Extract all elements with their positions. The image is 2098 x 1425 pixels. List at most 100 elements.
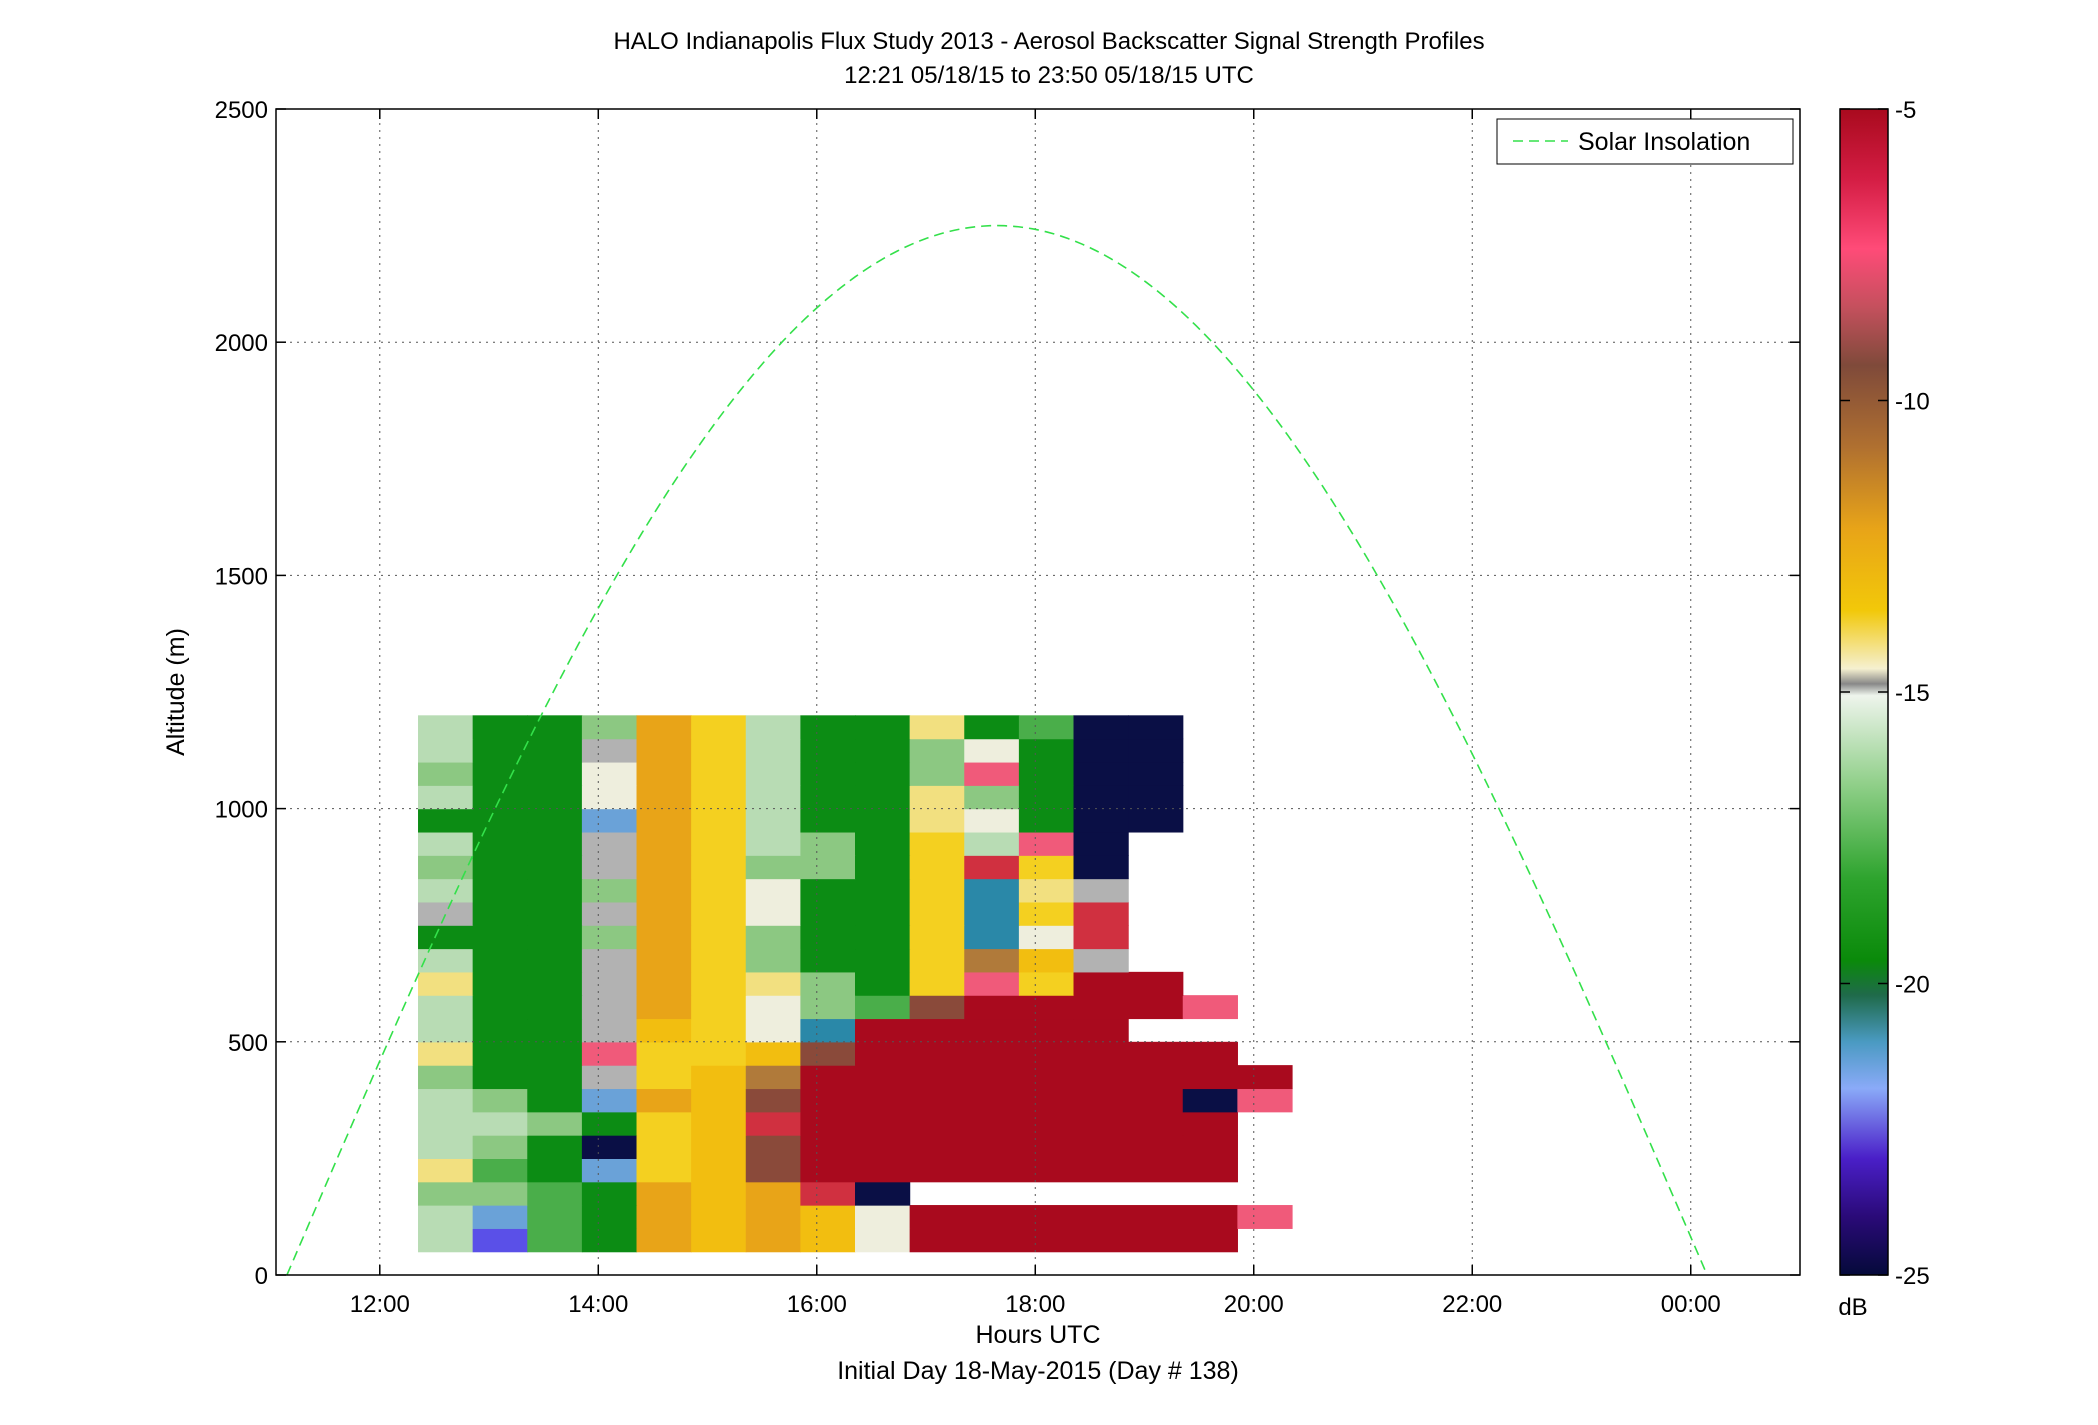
heatmap-cell bbox=[581, 761, 638, 786]
heatmap-cell bbox=[800, 738, 856, 763]
heatmap-cell bbox=[1128, 785, 1184, 810]
heatmap-cell bbox=[800, 995, 856, 1020]
heatmap-cell bbox=[418, 948, 474, 973]
heatmap-cell bbox=[1018, 971, 1075, 996]
heatmap-cell bbox=[472, 1205, 528, 1229]
colorbar-tick-label: -10 bbox=[1895, 389, 1930, 416]
heatmap-cell bbox=[1073, 808, 1129, 833]
heatmap-cell bbox=[472, 855, 528, 880]
heatmap-cell bbox=[909, 901, 965, 926]
heatmap-cell bbox=[581, 738, 638, 763]
heatmap-cell bbox=[527, 1018, 583, 1043]
heatmap-cell bbox=[964, 878, 1020, 903]
heatmap-cell bbox=[527, 761, 583, 786]
heatmap-cell bbox=[691, 878, 747, 903]
heatmap-cell bbox=[418, 808, 474, 833]
heatmap-cell bbox=[418, 1041, 474, 1066]
heatmap-cell bbox=[964, 855, 1020, 880]
heatmap-cell bbox=[1073, 948, 1129, 973]
heatmap-cell bbox=[909, 971, 965, 996]
heatmap-cell bbox=[691, 785, 747, 810]
heatmap-cell bbox=[472, 971, 528, 996]
heatmap-cell bbox=[418, 1205, 474, 1229]
heatmap-cell bbox=[527, 995, 583, 1020]
heatmap-cell bbox=[636, 1205, 692, 1229]
heatmap-cell bbox=[1073, 715, 1129, 740]
heatmap-cell bbox=[636, 1135, 692, 1159]
heatmap-cell bbox=[855, 715, 911, 740]
heatmap-cell bbox=[855, 738, 911, 763]
heatmap-cell bbox=[418, 1228, 474, 1253]
heatmap-cell bbox=[636, 715, 692, 740]
heatmap-cell bbox=[636, 831, 692, 856]
colorbar-tick-label: -25 bbox=[1895, 1263, 1930, 1290]
heatmap-cell bbox=[745, 925, 801, 950]
heatmap-cell bbox=[964, 831, 1020, 856]
heatmap-cell bbox=[745, 715, 801, 740]
heatmap-cell bbox=[581, 901, 638, 926]
heatmap-cell bbox=[964, 715, 1020, 740]
heatmap-cell bbox=[472, 878, 528, 903]
y-tick-label: 500 bbox=[228, 1030, 268, 1057]
heatmap-cell bbox=[527, 1228, 583, 1253]
heatmap-cell bbox=[527, 715, 583, 740]
chart-subtitle: 12:21 05/18/15 to 23:50 05/18/15 UTC bbox=[844, 62, 1254, 89]
heatmap-cell bbox=[581, 1088, 638, 1113]
heatmap-cell bbox=[855, 1041, 1184, 1066]
heatmap-cell bbox=[909, 855, 965, 880]
heatmap-cell bbox=[527, 1088, 583, 1113]
heatmap-cell bbox=[472, 1018, 528, 1043]
heatmap-cell bbox=[527, 1205, 583, 1229]
heatmap-cell bbox=[800, 715, 856, 740]
heatmap-cell bbox=[581, 785, 638, 810]
colorbar-tick-label: -5 bbox=[1895, 97, 1916, 124]
legend-entry-solar: Solar Insolation bbox=[1578, 128, 1750, 156]
heatmap-cell bbox=[800, 1228, 856, 1253]
heatmap-cell bbox=[691, 808, 747, 833]
heatmap-cell bbox=[581, 1228, 638, 1253]
heatmap-cell bbox=[1018, 738, 1075, 763]
heatmap-cell bbox=[527, 855, 583, 880]
heatmap-cell bbox=[527, 1041, 583, 1066]
heatmap-cell bbox=[800, 878, 856, 903]
heatmap-cell bbox=[1018, 808, 1075, 833]
heatmap-cell bbox=[472, 785, 528, 810]
heatmap-cell bbox=[909, 948, 965, 973]
heatmap-cell bbox=[636, 1111, 692, 1136]
heatmap-cell bbox=[855, 971, 911, 996]
y-tick-label: 1000 bbox=[215, 797, 268, 824]
solar-insolation-line bbox=[286, 224, 1708, 1276]
heatmap-cell bbox=[691, 1181, 747, 1206]
heatmap-cell bbox=[855, 761, 911, 786]
heatmap-cell bbox=[1128, 738, 1184, 763]
heatmap-cell bbox=[636, 995, 692, 1020]
heatmap-cell bbox=[581, 808, 638, 833]
heatmap-cell bbox=[800, 831, 856, 856]
heatmap-cell bbox=[1018, 715, 1075, 740]
heatmap-cell bbox=[745, 995, 801, 1020]
heatmap-cell bbox=[472, 1181, 528, 1206]
heatmap-cell bbox=[636, 1041, 692, 1066]
heatmap-cell bbox=[636, 948, 692, 973]
heatmap-cell bbox=[527, 878, 583, 903]
heatmap-cell bbox=[909, 785, 965, 810]
heatmap-cell bbox=[418, 1181, 474, 1206]
heatmap-cell bbox=[418, 1158, 474, 1183]
heatmap-cell bbox=[964, 761, 1020, 786]
heatmap-cell bbox=[691, 1228, 747, 1253]
heatmap-cell bbox=[581, 1041, 638, 1066]
heatmap-cell bbox=[418, 1065, 474, 1090]
heatmap-cell bbox=[418, 831, 474, 856]
heatmap-cell bbox=[745, 1041, 801, 1066]
heatmap-cell bbox=[418, 878, 474, 903]
heatmap-cell bbox=[527, 785, 583, 810]
heatmap-cell bbox=[1073, 925, 1129, 950]
heatmap-cell bbox=[964, 995, 1184, 1020]
heatmap-cell bbox=[745, 1205, 801, 1229]
x-tick-label: 20:00 bbox=[1224, 1291, 1284, 1318]
heatmap-cell bbox=[800, 855, 856, 880]
heatmap-cell bbox=[636, 878, 692, 903]
heatmap-cell bbox=[909, 738, 965, 763]
heatmap-cell bbox=[636, 1228, 692, 1253]
heatmap-cell bbox=[909, 831, 965, 856]
